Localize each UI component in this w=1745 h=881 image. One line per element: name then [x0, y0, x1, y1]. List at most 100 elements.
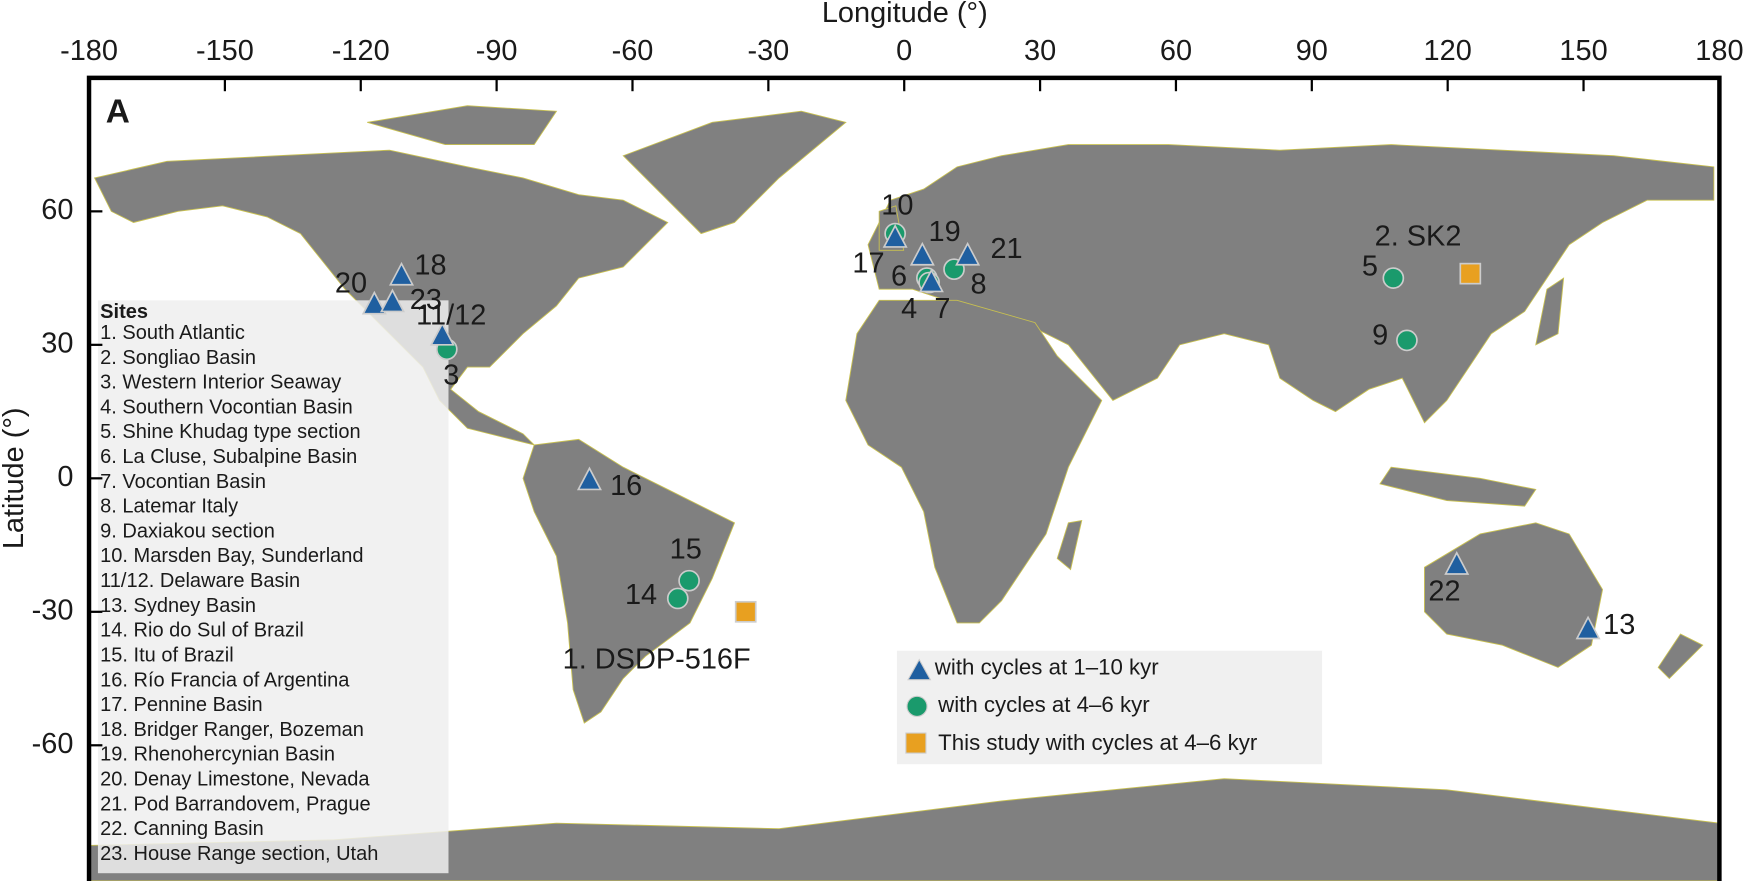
site-label: 17	[852, 247, 884, 279]
site-entry: 16. Río Francia of Argentina	[100, 669, 350, 691]
site-label: 9	[1372, 320, 1388, 352]
site-marker	[1444, 551, 1470, 575]
legend-box	[896, 650, 1323, 765]
legend-square	[905, 732, 927, 754]
antarctica	[88, 778, 1720, 881]
x-tick-label: 120	[1424, 35, 1472, 67]
north-america	[93, 149, 669, 446]
site-marker	[678, 569, 700, 592]
site-label: 13	[1603, 609, 1635, 641]
greenland	[622, 110, 847, 235]
site-label: 8	[970, 269, 986, 301]
site-label: 4	[901, 293, 917, 325]
land	[88, 105, 1720, 881]
x-tick-label: 30	[1024, 35, 1056, 67]
site-marker	[1382, 267, 1405, 289]
madagascar	[1056, 520, 1083, 571]
new-zealand	[1657, 633, 1704, 680]
site-label: 22	[1428, 576, 1460, 608]
site-entry: 9. Daxiakou section	[100, 520, 275, 542]
indonesia	[1379, 466, 1537, 507]
site-label: 19	[929, 216, 961, 248]
site-entry: 19. Rhenohercynian Basin	[100, 744, 335, 766]
south-america	[522, 438, 736, 724]
y-axis-title: Latitude (°)	[0, 407, 30, 549]
site-marker	[918, 268, 944, 293]
site-marker	[909, 241, 935, 266]
site-label: 6	[891, 261, 907, 293]
site-entry: 18. Bridger Ranger, Bozeman	[100, 719, 364, 741]
x-tick-label: -180	[60, 35, 118, 67]
site-marker	[389, 261, 415, 286]
site-entry: 15. Itu of Brazil	[100, 644, 234, 666]
panel-label: A	[106, 93, 130, 130]
site-label: 7	[934, 293, 950, 325]
site-label: 21	[990, 233, 1022, 265]
arctic-islands	[367, 105, 558, 146]
x-tick-label: -60	[612, 35, 654, 67]
y-tick-label: -30	[32, 594, 74, 626]
x-tick-label: 150	[1559, 35, 1607, 67]
site-marker	[1459, 262, 1482, 285]
x-tick-label: -150	[196, 35, 254, 67]
site-entry: 22. Canning Basin	[100, 818, 264, 840]
australia	[1424, 522, 1604, 668]
eurasia	[867, 144, 1715, 424]
legend-label: This study with cycles at 4–6 kyr	[938, 730, 1258, 755]
site-label: 16	[610, 470, 642, 502]
site-label: 2. SK2	[1375, 221, 1462, 253]
sites-title: Sites	[100, 301, 148, 323]
x-tick-label: 180	[1695, 35, 1743, 67]
legend-label: with cycles at 4–6 kyr	[937, 692, 1150, 717]
x-tick-label: 90	[1296, 35, 1328, 67]
site-marker	[666, 587, 689, 610]
x-tick-label: -90	[476, 35, 518, 67]
x-tick-label: -30	[747, 35, 789, 67]
y-tick-label: 60	[41, 194, 73, 226]
site-label: 3	[443, 360, 459, 392]
site-entry: 8. Latemar Italy	[100, 496, 238, 518]
site-entry: 1. South Atlantic	[100, 322, 245, 344]
site-label: 5	[1362, 251, 1378, 283]
site-label: 18	[414, 250, 446, 282]
site-marker	[429, 321, 455, 346]
site-label: 15	[670, 533, 702, 565]
site-entry: 3. Western Interior Seaway	[100, 372, 341, 394]
site-entry: 23. House Range section, Utah	[100, 843, 378, 865]
x-tick-label: 0	[896, 35, 912, 67]
site-entry: 7. Vocontian Basin	[100, 471, 266, 493]
legend-circle	[906, 695, 928, 717]
site-entry: 11/12. Delaware Basin	[100, 570, 300, 592]
site-entry: 14. Rio do Sul of Brazil	[100, 620, 304, 642]
y-tick-label: -60	[32, 728, 74, 760]
africa	[845, 299, 1103, 624]
site-marker	[734, 600, 757, 623]
site-entry: 21. Pod Barrandovem, Prague	[100, 793, 370, 815]
japan	[1535, 277, 1565, 346]
site-entry: 10. Marsden Bay, Sunderland	[100, 545, 363, 567]
site-marker	[1396, 329, 1418, 352]
x-tick-label: -120	[332, 35, 390, 67]
site-marker	[1575, 615, 1601, 640]
site-label: 14	[625, 579, 657, 611]
site-entry: 20. Denay Limestone, Nevada	[100, 769, 370, 791]
site-label: 23	[410, 284, 442, 316]
sites-box	[97, 300, 449, 874]
x-axis-title: Longitude (°)	[822, 0, 988, 29]
site-entry: 17. Pennine Basin	[100, 694, 263, 716]
site-entry: 2. Songliao Basin	[100, 347, 256, 369]
site-entry: 6. La Cluse, Subalpine Basin	[100, 446, 357, 468]
site-marker	[361, 290, 387, 315]
legend-label: with cycles at 1–10 kyr	[934, 654, 1159, 679]
site-label: 11/12	[416, 300, 486, 332]
site-marker	[955, 241, 981, 266]
y-tick-label: 30	[41, 327, 73, 359]
site-label: 10	[881, 190, 913, 222]
site-label: 20	[335, 267, 367, 299]
site-entry: 13. Sydney Basin	[100, 595, 256, 617]
site-marker	[882, 224, 908, 248]
legend-triangle	[907, 658, 932, 681]
site-entry: 5. Shine Khudag type section	[100, 421, 360, 443]
